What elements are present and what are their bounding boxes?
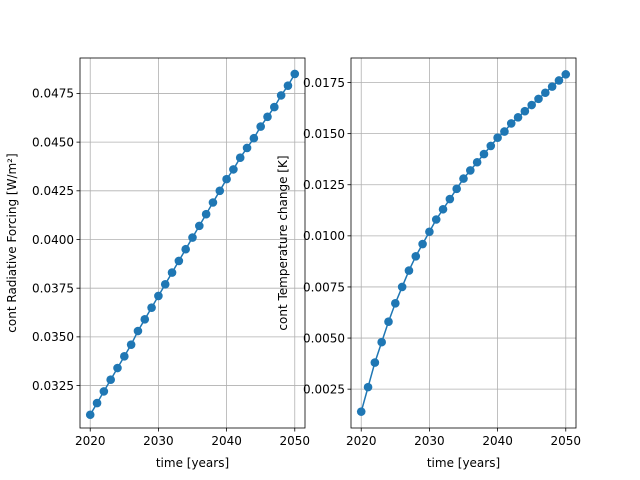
data-point xyxy=(215,186,225,196)
data-point xyxy=(133,326,143,336)
data-point xyxy=(513,112,523,122)
data-point xyxy=(418,239,427,249)
data-point xyxy=(235,153,245,163)
data-point xyxy=(92,398,102,408)
data-point xyxy=(356,407,366,416)
data-point xyxy=(99,387,109,396)
axes-frame xyxy=(79,57,306,429)
data-point xyxy=(201,209,211,219)
data-point xyxy=(188,233,197,242)
data-point xyxy=(541,88,550,98)
x-tick-label: 2040 xyxy=(211,434,242,448)
data-point xyxy=(534,94,543,104)
y-tick-label: 0.0175 xyxy=(303,76,345,90)
data-point xyxy=(229,165,238,174)
y-tick-label: 0.0025 xyxy=(303,382,345,396)
data-point xyxy=(527,100,536,110)
data-point xyxy=(466,166,475,175)
y-tick-label: 0.0450 xyxy=(32,135,74,149)
chart-panel-1: 2020 2030 2040 2050 0.0325 0.0350 0.0375 0.0400… xyxy=(5,57,310,470)
data-point xyxy=(154,291,163,301)
x-tick-label: 2040 xyxy=(482,434,513,448)
data-point xyxy=(452,184,461,194)
data-point xyxy=(445,194,455,204)
data-point xyxy=(270,102,279,112)
data-point xyxy=(160,279,170,289)
x-axis-label: time [years] xyxy=(427,456,500,470)
data-point xyxy=(520,106,530,116)
data-point xyxy=(384,317,393,327)
y-tick-label: 0.0400 xyxy=(32,233,74,247)
x-tick-label: 2020 xyxy=(75,434,106,448)
data-point xyxy=(242,143,252,153)
data-point xyxy=(561,70,571,79)
data-point xyxy=(222,174,231,184)
axes-frame xyxy=(350,57,577,429)
data-point xyxy=(120,352,129,361)
data-point xyxy=(397,282,407,292)
data-point xyxy=(391,299,400,308)
x-tick-label: 2020 xyxy=(346,434,377,448)
y-axis-label: cont Temperature change [K] xyxy=(276,155,290,330)
data-point xyxy=(249,133,259,143)
x-tick-label: 2050 xyxy=(550,434,581,448)
data-point xyxy=(106,375,115,385)
data-point xyxy=(147,303,156,312)
data-point xyxy=(506,119,516,128)
data-point xyxy=(438,204,448,214)
series-line xyxy=(360,73,567,412)
data-point xyxy=(126,340,136,349)
y-tick-label: 0.0375 xyxy=(32,281,74,295)
x-tick-label: 2030 xyxy=(414,434,445,448)
y-tick-label: 0.0100 xyxy=(303,229,345,243)
data-point xyxy=(174,256,184,266)
data-point xyxy=(370,358,380,367)
data-point xyxy=(140,315,150,324)
data-point xyxy=(486,141,496,151)
data-point xyxy=(472,157,482,167)
x-axis-label: time [years] xyxy=(156,456,229,470)
chart-panel-2: 2020 2030 2040 2050 0.0025 0.0050 0.0075 0.0100… xyxy=(276,57,581,470)
data-point xyxy=(554,76,564,85)
data-point xyxy=(290,69,300,79)
data-point xyxy=(256,122,265,131)
y-tick-label: 0.0050 xyxy=(303,331,345,345)
data-point xyxy=(276,91,286,100)
x-tick-label: 2030 xyxy=(143,434,174,448)
x-tick-label: 2050 xyxy=(279,434,310,448)
data-point xyxy=(208,198,218,207)
data-point xyxy=(411,251,421,261)
y-axis-label: cont Radiative Forcing [W/m²] xyxy=(5,153,19,332)
data-point xyxy=(431,215,441,224)
y-tick-label: 0.0325 xyxy=(32,379,74,393)
data-point xyxy=(181,244,190,254)
data-point xyxy=(547,82,557,91)
y-tick-label: 0.0350 xyxy=(32,330,74,344)
data-point xyxy=(263,112,272,122)
data-point xyxy=(167,268,177,277)
data-point xyxy=(113,363,122,373)
data-point xyxy=(479,149,489,159)
y-tick-label: 0.0125 xyxy=(303,178,345,192)
data-point xyxy=(377,337,386,347)
data-point xyxy=(195,221,204,231)
y-tick-label: 0.0150 xyxy=(303,127,345,141)
y-tick-label: 0.0075 xyxy=(303,280,345,294)
data-point xyxy=(85,410,95,420)
data-point xyxy=(500,127,509,136)
y-tick-label: 0.0475 xyxy=(32,87,74,101)
data-point xyxy=(283,81,293,90)
data-point xyxy=(493,133,502,143)
y-tick-label: 0.0425 xyxy=(32,184,74,198)
data-point xyxy=(404,266,414,275)
data-point xyxy=(363,382,373,392)
data-point xyxy=(459,174,468,183)
data-point xyxy=(425,227,434,237)
